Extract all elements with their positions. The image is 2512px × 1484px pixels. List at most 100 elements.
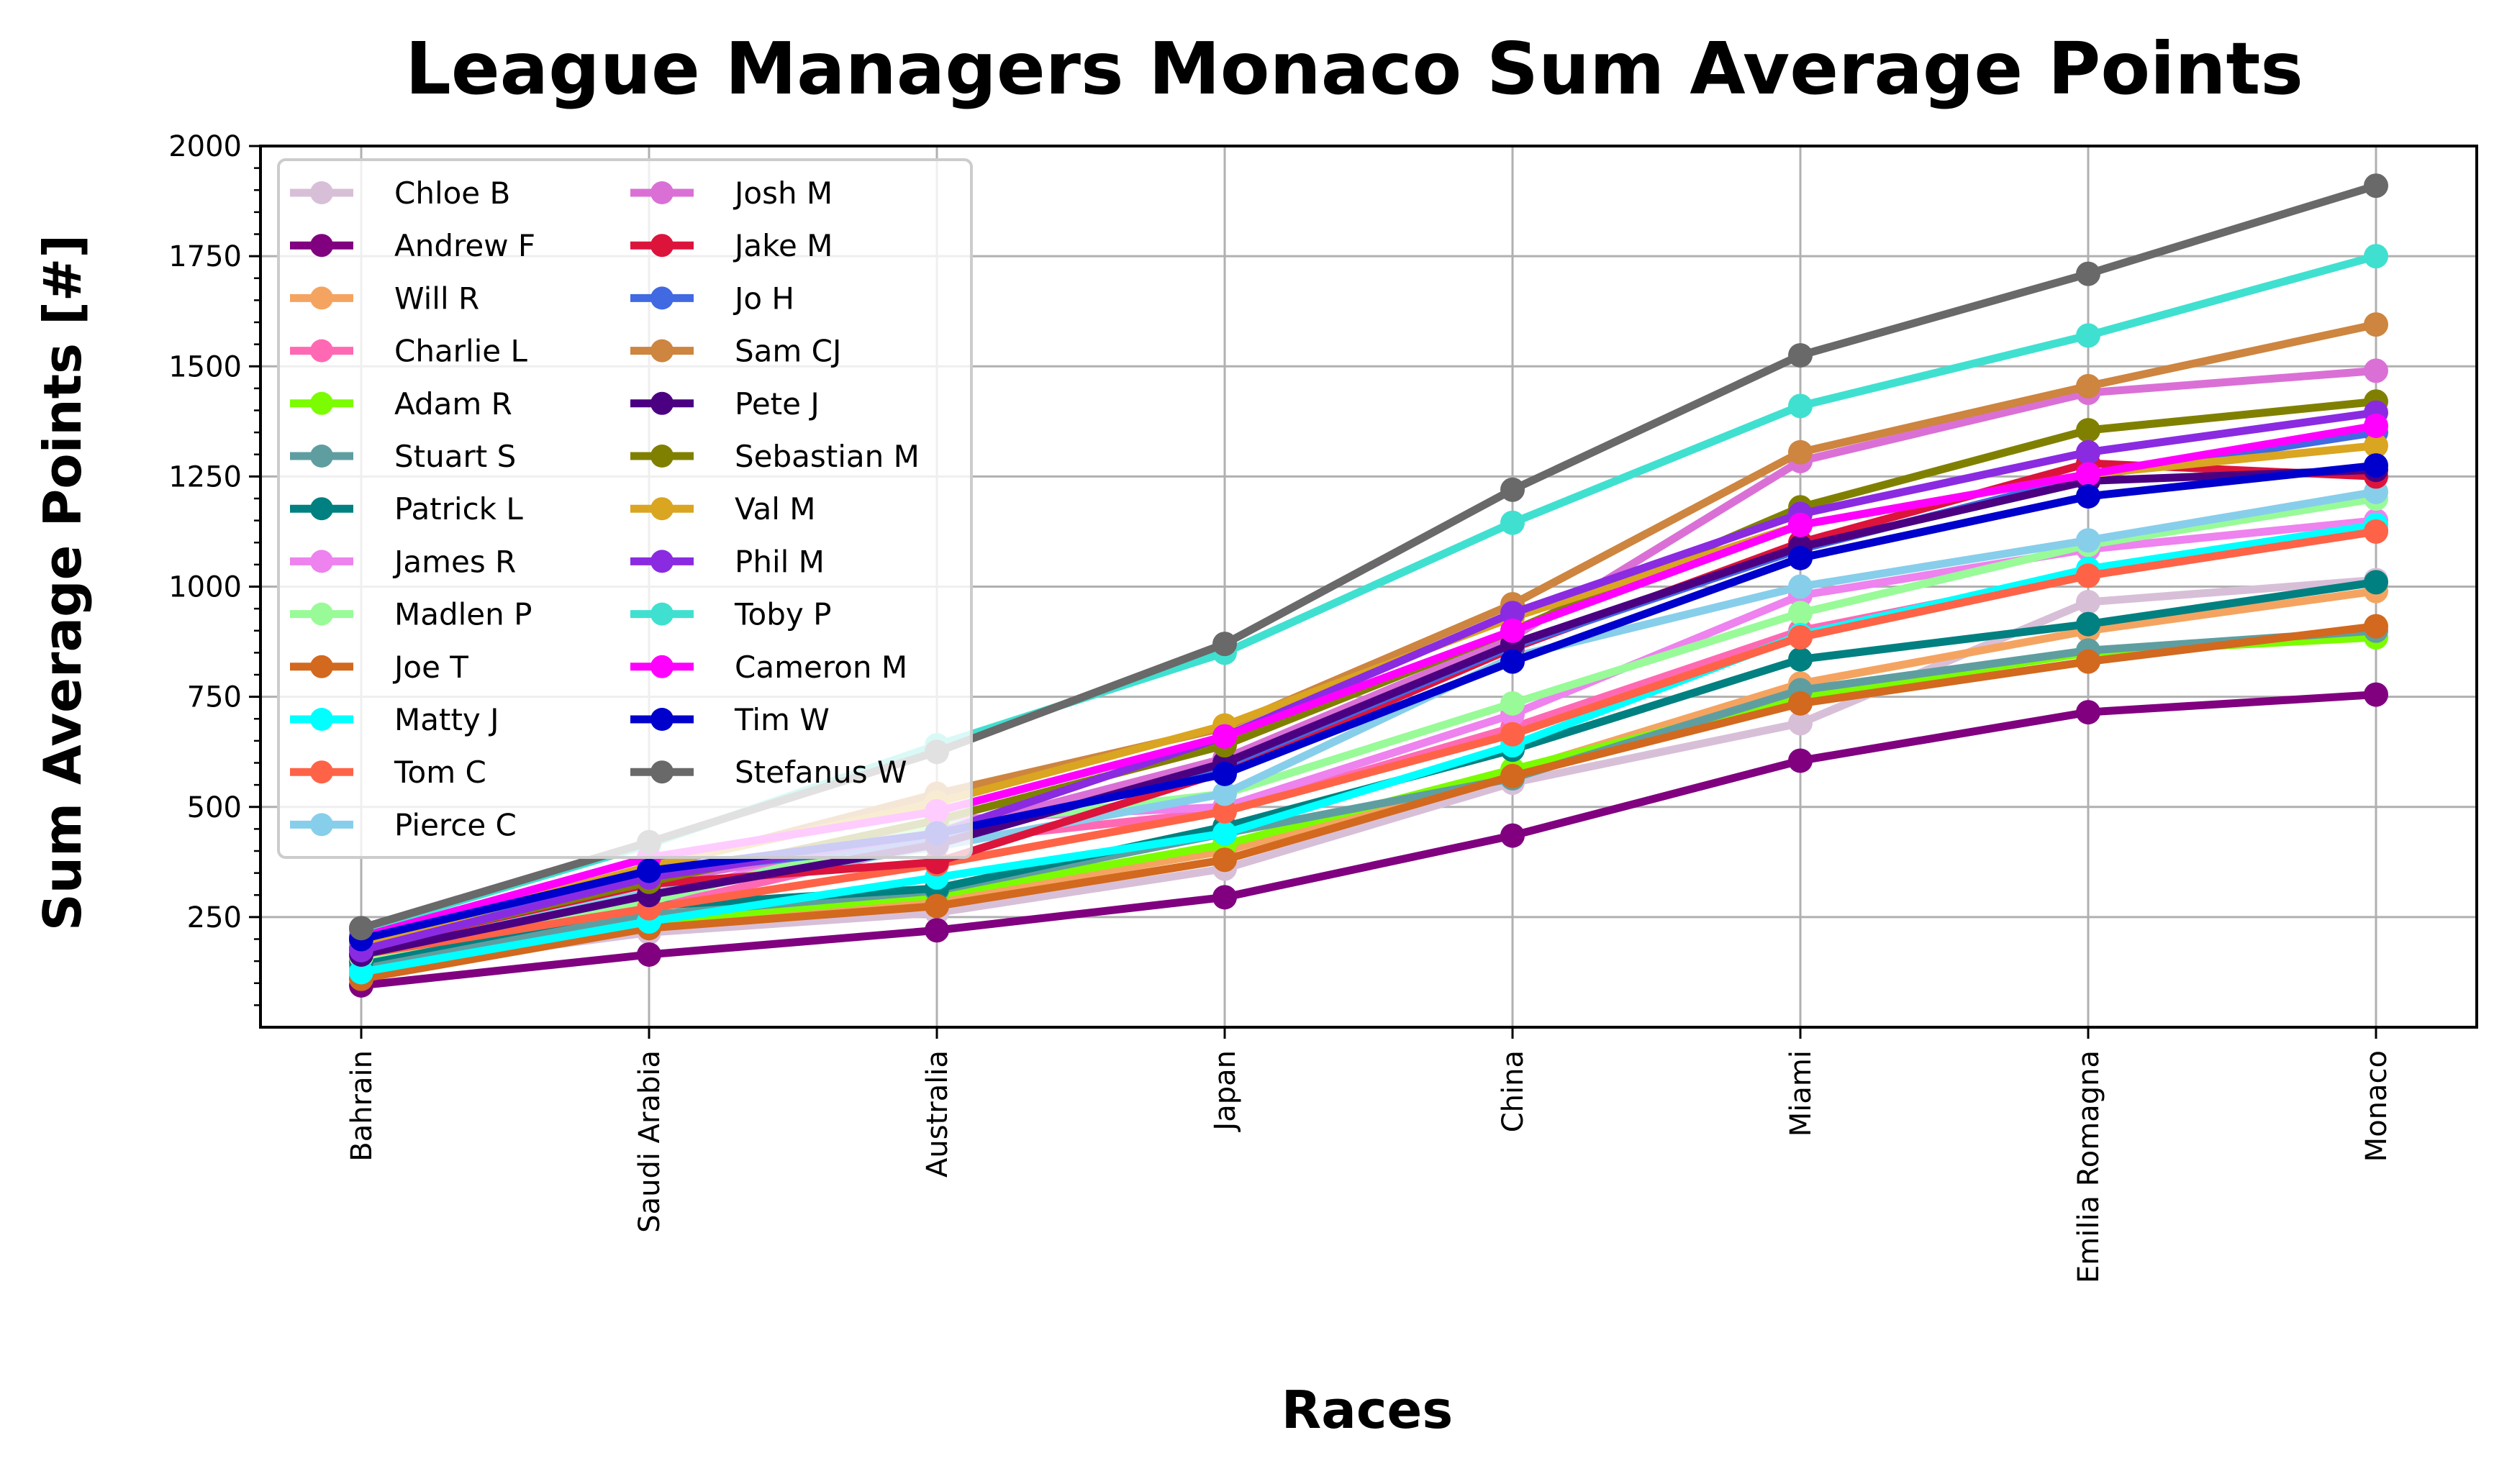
series-point xyxy=(1500,721,1525,747)
series-point xyxy=(1500,691,1525,716)
legend-label: Stefanus W xyxy=(735,755,907,790)
legend-swatch-marker xyxy=(650,286,674,310)
legend-swatch-marker xyxy=(650,497,674,521)
legend-swatch-marker xyxy=(650,234,674,258)
series-point xyxy=(1212,798,1237,824)
series-point xyxy=(1500,477,1525,502)
series-line xyxy=(357,527,2380,959)
legend-item: Matty J xyxy=(290,702,499,737)
series-point xyxy=(1500,601,1525,626)
series-point xyxy=(925,893,949,919)
series-line xyxy=(357,622,2380,983)
series-point xyxy=(925,918,949,943)
series-point xyxy=(2364,244,2388,269)
series-point xyxy=(2076,589,2100,614)
legend-swatch-marker xyxy=(310,234,333,258)
legend-swatch-marker xyxy=(310,286,333,310)
series-point xyxy=(2364,519,2388,544)
series-point xyxy=(2076,440,2100,465)
legend-swatch-marker xyxy=(650,181,674,204)
series-point xyxy=(1500,510,1525,535)
legend-label: Jo H xyxy=(733,281,794,316)
legend-item: Charlie L xyxy=(290,334,527,369)
legend-swatch-marker xyxy=(310,655,333,678)
series-point xyxy=(1212,632,1237,657)
y-tick-label: 1500 xyxy=(168,350,242,383)
series-point xyxy=(2076,649,2100,674)
legend-item: Pierce C xyxy=(290,807,517,842)
series-point xyxy=(637,942,661,967)
series-line xyxy=(357,465,2380,959)
x-tick-label: Saudi Arabia xyxy=(633,1050,666,1233)
legend-item: Patrick L xyxy=(290,491,523,527)
series-point xyxy=(2364,614,2388,639)
legend-label: Adam R xyxy=(394,386,512,422)
legend-label: Stuart S xyxy=(394,439,516,474)
y-tick-label: 1250 xyxy=(168,460,242,493)
legend-swatch-marker xyxy=(650,550,674,573)
series-point xyxy=(1212,847,1237,873)
legend-label: James R xyxy=(392,544,516,579)
x-tick-label: Australia xyxy=(921,1050,954,1178)
x-tick-label: Japan xyxy=(1209,1050,1242,1133)
legend-item: Sebastian M xyxy=(630,439,920,474)
x-tick-label: Emilia Romagna xyxy=(2072,1050,2105,1283)
legend-label: Tom C xyxy=(394,755,486,790)
series-point xyxy=(1788,601,1813,626)
legend-swatch-marker xyxy=(310,445,333,468)
legend-item: Toby P xyxy=(630,597,831,632)
series-point xyxy=(1788,545,1813,570)
series-point xyxy=(1212,761,1237,786)
legend-swatch-marker xyxy=(310,339,333,363)
legend-swatch-marker xyxy=(650,339,674,363)
series-point xyxy=(2076,483,2100,509)
legend-swatch-marker xyxy=(650,760,674,784)
y-tick-label: 500 xyxy=(187,791,242,824)
series-point xyxy=(1500,823,1525,848)
series-point xyxy=(2076,261,2100,286)
y-tick-label: 2000 xyxy=(168,130,242,163)
series-point xyxy=(1212,821,1237,846)
series-point xyxy=(2076,611,2100,637)
series-point xyxy=(1212,781,1237,806)
legend-label: Pete J xyxy=(735,386,820,422)
legend-swatch-marker xyxy=(650,391,674,415)
y-tick-label: 250 xyxy=(187,901,242,934)
legend-label: Jake M xyxy=(733,228,833,263)
legend-label: Phil M xyxy=(735,544,825,579)
legend-item: Tim W xyxy=(630,702,830,737)
series-line xyxy=(357,461,2380,943)
x-axis-label: Races xyxy=(1282,1380,1453,1440)
series-point xyxy=(1788,512,1813,537)
series-point xyxy=(2364,682,2388,707)
series-line xyxy=(357,409,2380,955)
legend: Chloe B Andrew F Will R Charlie L Adam R Stua… xyxy=(277,158,973,859)
legend-swatch-marker xyxy=(650,445,674,468)
series-point xyxy=(2364,433,2388,458)
legend-swatch-marker xyxy=(310,497,333,521)
legend-label: Matty J xyxy=(394,702,499,737)
legend-item: James R xyxy=(290,544,516,579)
legend-label: Joe T xyxy=(392,650,468,685)
legend-label: Cameron M xyxy=(735,650,907,685)
legend-swatch-marker xyxy=(310,813,333,837)
series-point xyxy=(1788,574,1813,599)
y-tick-label: 1000 xyxy=(168,571,242,604)
series-point xyxy=(1788,711,1813,736)
legend-item: Val M xyxy=(630,491,815,527)
legend-label: Sebastian M xyxy=(735,439,920,474)
axes: 250 500 750 1000 1250 1500 1750 2000 Bahrain Saud… xyxy=(168,130,2393,1283)
series-point xyxy=(1788,624,1813,650)
x-tick-label: Bahrain xyxy=(345,1050,378,1162)
legend-item: Sam CJ xyxy=(630,334,841,369)
series-point xyxy=(2364,312,2388,337)
legend-swatch-marker xyxy=(310,391,333,415)
y-tick-label: 750 xyxy=(187,681,242,714)
series-point xyxy=(2364,413,2388,438)
legend-item: Joe T xyxy=(290,650,468,685)
legend-item: Phil M xyxy=(630,544,825,579)
series-point xyxy=(1500,649,1525,674)
legend-swatch-marker xyxy=(310,602,333,626)
series-point xyxy=(1788,748,1813,773)
legend-label: Pierce C xyxy=(394,807,517,842)
